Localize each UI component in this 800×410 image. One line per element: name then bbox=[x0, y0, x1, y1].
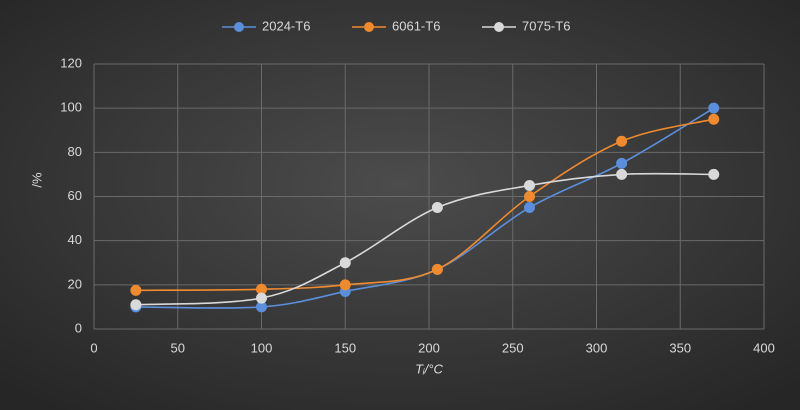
x-tick-label: 100 bbox=[251, 340, 273, 355]
x-tick-label: 0 bbox=[90, 340, 97, 355]
y-tick-label: 120 bbox=[60, 55, 82, 70]
data-point bbox=[616, 135, 628, 147]
x-tick-label: 200 bbox=[418, 340, 440, 355]
legend-marker bbox=[494, 22, 504, 32]
y-tick-label: 60 bbox=[68, 188, 82, 203]
legend-marker bbox=[234, 22, 244, 32]
y-tick-label: 80 bbox=[68, 144, 82, 159]
y-tick-label: 100 bbox=[60, 100, 82, 115]
data-point bbox=[616, 168, 628, 180]
y-tick-label: 40 bbox=[68, 232, 82, 247]
x-axis-label: Tᵢ/°C bbox=[415, 361, 443, 376]
x-tick-label: 50 bbox=[171, 340, 185, 355]
data-point bbox=[708, 168, 720, 180]
x-tick-label: 300 bbox=[586, 340, 608, 355]
y-tick-label: 0 bbox=[75, 320, 82, 335]
data-point bbox=[130, 284, 142, 296]
x-tick-label: 350 bbox=[669, 340, 691, 355]
data-point bbox=[524, 202, 535, 214]
data-point bbox=[339, 257, 351, 269]
data-point bbox=[130, 299, 142, 311]
data-point bbox=[431, 263, 443, 275]
x-tick-label: 150 bbox=[334, 340, 356, 355]
x-tick-label: 400 bbox=[753, 340, 775, 355]
data-point bbox=[431, 202, 443, 214]
y-tick-label: 20 bbox=[68, 276, 82, 291]
legend-label: 6061-T6 bbox=[392, 18, 440, 33]
data-point bbox=[708, 102, 720, 114]
legend-label: 2024-T6 bbox=[262, 18, 310, 33]
data-point bbox=[256, 283, 267, 295]
data-point bbox=[708, 113, 720, 125]
x-tick-label: 250 bbox=[502, 340, 524, 355]
data-point bbox=[256, 301, 267, 313]
y-axis-label: /% bbox=[29, 172, 44, 188]
data-point bbox=[256, 292, 267, 304]
data-point bbox=[339, 279, 351, 291]
legend-label: 7075-T6 bbox=[522, 18, 570, 33]
legend-marker bbox=[364, 22, 374, 32]
data-point bbox=[524, 179, 535, 191]
data-point bbox=[524, 191, 535, 202]
data-point bbox=[616, 157, 628, 169]
